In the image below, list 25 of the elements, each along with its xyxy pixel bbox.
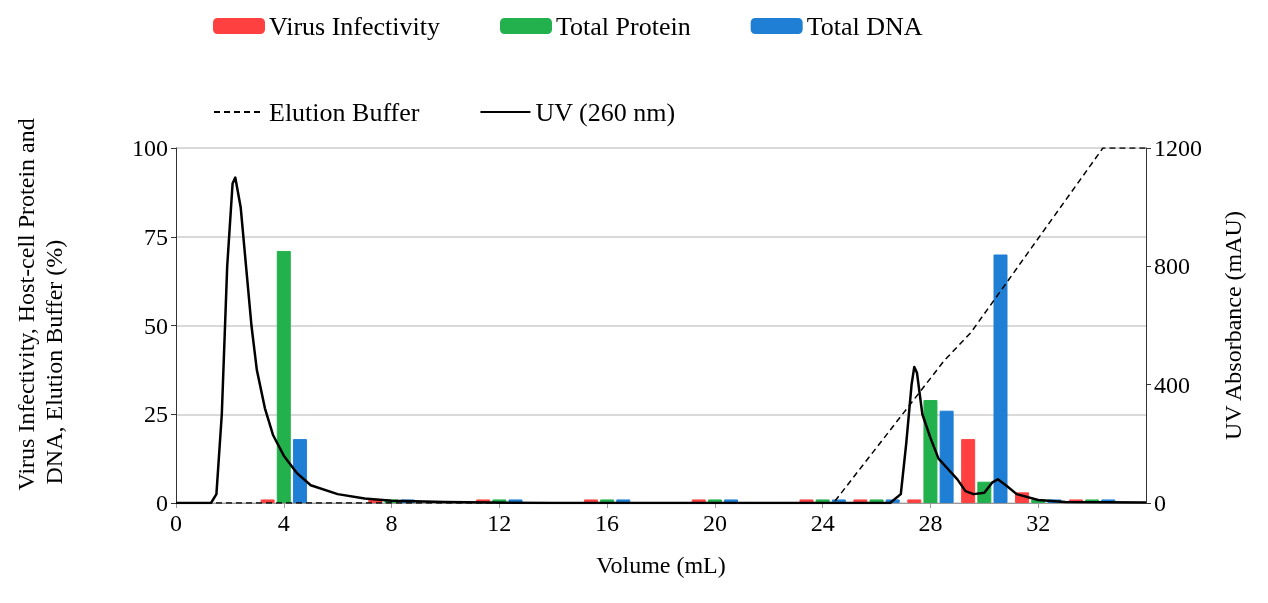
y-tick-label: 0 [156,490,168,516]
x-tick-label: 4 [277,510,290,536]
legend-label: UV (260 nm) [535,97,676,127]
y2-axis-title: UV Absorbance (mAU) [1220,211,1246,440]
y-tick-label: 25 [144,401,168,428]
y2-tick-label: 1200 [1154,135,1202,161]
y-axis-title: Virus Infectivity, Host-cell Protein and DNA, Elution Buffer (%) [13,118,67,491]
x-tick-label: 12 [487,510,512,536]
y2-tick-label: 0 [1154,490,1166,516]
y2-tick-label: 400 [1154,371,1190,398]
x-tick-label: 32 [1026,510,1051,536]
y-tick-label: 75 [144,223,168,250]
x-tick-label: 24 [810,510,835,536]
x-axis-title: Volume (mL) [596,552,726,578]
y-tick-label: 100 [132,135,168,161]
legend-label: Total Protein [556,11,691,41]
y2-tick-label: 800 [1154,253,1190,280]
y-tick-label: 50 [144,312,168,339]
x-tick-label: 8 [385,510,398,536]
legend-label: Total DNA [806,11,923,41]
legend-label: Virus Infectivity [269,11,441,41]
x-tick-label: 16 [595,510,620,536]
legend-label: Elution Buffer [269,97,420,127]
x-tick-label: 28 [918,510,943,536]
x-tick-label: 20 [702,510,727,536]
